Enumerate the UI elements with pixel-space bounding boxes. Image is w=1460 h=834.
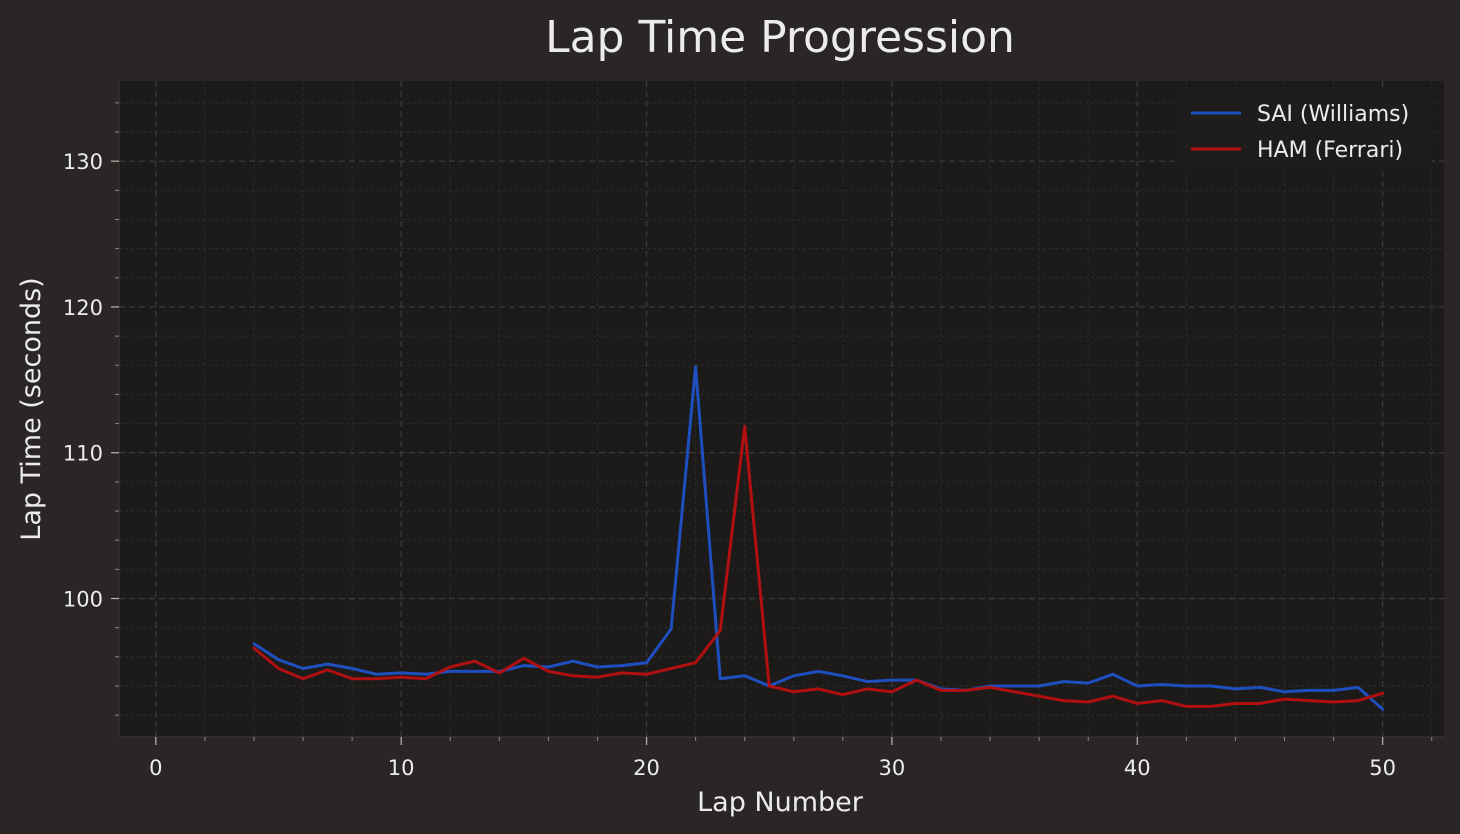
chart-title: Lap Time Progression [545, 12, 1015, 63]
legend-label-0: SAI (Williams) [1257, 102, 1409, 127]
legend-box [1178, 92, 1432, 168]
x-axis-label: Lap Number [697, 787, 864, 818]
legend: SAI (Williams) HAM (Ferrari) [1178, 92, 1432, 168]
x-tick-label: 50 [1369, 756, 1396, 780]
series-layer [252, 365, 1385, 711]
y-tick-label: 110 [63, 442, 103, 466]
x-tick-label: 20 [633, 756, 660, 780]
series-line-1 [252, 425, 1385, 708]
x-tick-label: 0 [149, 756, 162, 780]
y-axis-label: Lap Time (seconds) [16, 277, 47, 540]
plot-area [119, 81, 1444, 737]
x-tick-label: 30 [879, 756, 906, 780]
y-tick-label: 130 [63, 150, 103, 174]
y-tick-label: 120 [63, 296, 103, 320]
axis-ticks: 0 10 20 30 40 50 100 110 120 130 [63, 102, 1433, 780]
y-tick-label: 100 [63, 588, 103, 612]
x-tick-label: 40 [1124, 756, 1151, 780]
x-tick-label: 10 [388, 756, 415, 780]
legend-label-1: HAM (Ferrari) [1257, 138, 1403, 163]
